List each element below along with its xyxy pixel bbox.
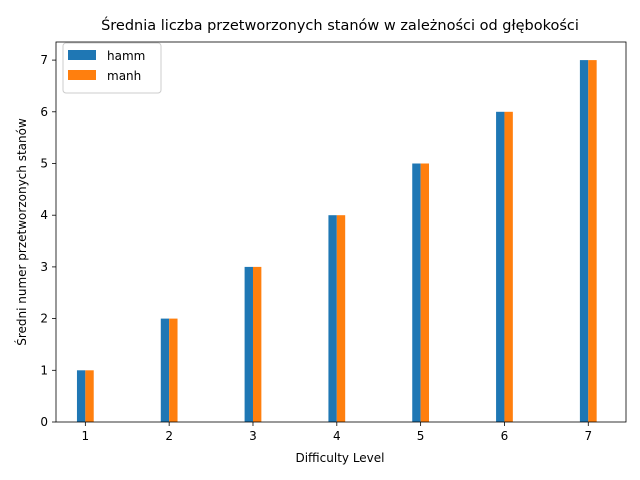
bar-manh-6 (504, 111, 513, 423)
legend-swatch-hamm (68, 50, 96, 60)
bar-hamm-2 (160, 318, 170, 422)
bar-manh-7 (588, 60, 597, 422)
bar-manh-4 (336, 215, 346, 422)
y-tick-label: 0 (40, 415, 48, 429)
x-tick-label: 2 (165, 429, 173, 443)
legend-label-manh: manh (107, 69, 141, 83)
bar-hamm-6 (496, 111, 505, 423)
axes-frame (55, 41, 627, 423)
bar-hamm-7 (579, 60, 589, 422)
bar-manh-1 (85, 370, 94, 422)
bar-hamm-3 (244, 266, 253, 422)
bar-hamm-1 (76, 370, 86, 422)
x-axis-label: Difficulty Level (295, 451, 384, 465)
chart-title: Średnia liczba przetworzonych stanów w z… (101, 16, 579, 34)
y-tick-label: 2 (40, 312, 48, 326)
y-axis-label: Średni numer przetworzonych stanów (14, 118, 29, 346)
y-tick-label: 7 (40, 53, 48, 67)
x-tick-label: 4 (333, 429, 341, 443)
x-tick-label: 6 (501, 429, 509, 443)
legend-label-hamm: hamm (107, 49, 145, 63)
y-tick-label: 6 (40, 105, 48, 119)
bar-hamm-5 (412, 163, 421, 422)
x-tick-label: 7 (584, 429, 592, 443)
bar-hamm-4 (328, 215, 337, 422)
y-tick-label: 1 (40, 363, 48, 377)
y-tick-label: 3 (40, 260, 48, 274)
x-tick-label: 1 (82, 429, 90, 443)
plot-area: 1 2 3 4 5 6 7 0 1 2 3 4 5 6 7 (40, 41, 627, 443)
bar-manh-5 (420, 163, 430, 422)
bar-manh-3 (252, 266, 262, 422)
y-tick-label: 5 (40, 156, 48, 170)
legend-swatch-manh (68, 70, 96, 80)
x-tick-label: 5 (417, 429, 425, 443)
x-tick-label: 3 (249, 429, 257, 443)
legend: hamm manh (62, 42, 162, 94)
y-tick-label: 4 (40, 208, 48, 222)
bar-manh-2 (169, 318, 178, 422)
